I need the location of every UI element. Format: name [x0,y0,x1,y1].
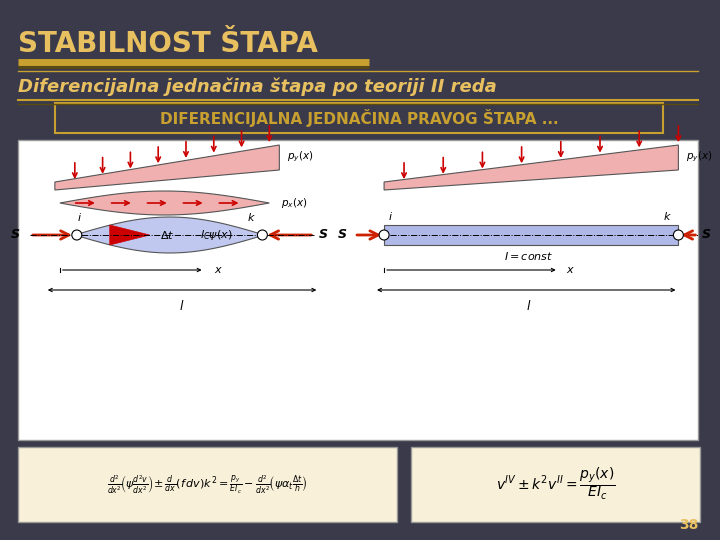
Bar [18,447,397,522]
Text: $l_C\psi(x)$: $l_C\psi(x)$ [199,228,232,242]
Text: x: x [567,265,573,275]
Text: $p_y(x)$: $p_y(x)$ [686,150,713,164]
Text: S: S [11,228,20,241]
Polygon shape [109,225,150,245]
Text: 38: 38 [679,518,698,532]
Text: Diferencijalna jednačina štapa po teoriji II reda: Diferencijalna jednačina štapa po teorij… [18,77,497,96]
Circle shape [379,230,389,240]
Text: i: i [78,213,81,223]
Text: $\frac{d^2}{dx^2}\!\left(\psi\frac{d^2v}{dx^2}\right)\!\pm\frac{d}{dx}(f\,dv)k^2: $\frac{d^2}{dx^2}\!\left(\psi\frac{d^2v}… [107,473,308,495]
Text: STABILNOST ŠTAPA: STABILNOST ŠTAPA [18,30,318,58]
Text: S: S [338,228,347,241]
Circle shape [673,230,683,240]
Text: $p_y(x)$: $p_y(x)$ [287,150,314,164]
Bar [384,225,678,245]
Text: k: k [248,213,254,223]
Text: $I{=}const$: $I{=}const$ [504,250,554,262]
Circle shape [257,230,267,240]
Text: $v^{IV} \pm k^2v^{II} = \dfrac{p_y(x)}{EI_c}$: $v^{IV} \pm k^2v^{II} = \dfrac{p_y(x)}{E… [496,466,616,502]
Text: $p_x(x)$: $p_x(x)$ [282,196,308,210]
Text: i: i [389,212,392,222]
Polygon shape [384,145,678,190]
Text: $\Delta t$: $\Delta t$ [160,229,174,241]
Text: x: x [215,265,221,275]
Text: DIFERENCIJALNA JEDNAČINA PRAVOG ŠTAPA ...: DIFERENCIJALNA JEDNAČINA PRAVOG ŠTAPA ..… [160,109,559,127]
Text: k: k [664,212,670,222]
Polygon shape [60,191,269,215]
Text: S: S [701,228,711,241]
Bar [18,140,698,440]
Polygon shape [75,217,264,253]
Polygon shape [55,145,279,190]
Text: l: l [180,300,184,313]
Circle shape [72,230,82,240]
Bar [55,103,663,133]
Text: S: S [319,228,328,241]
Bar [411,447,701,522]
Text: l: l [527,300,531,313]
